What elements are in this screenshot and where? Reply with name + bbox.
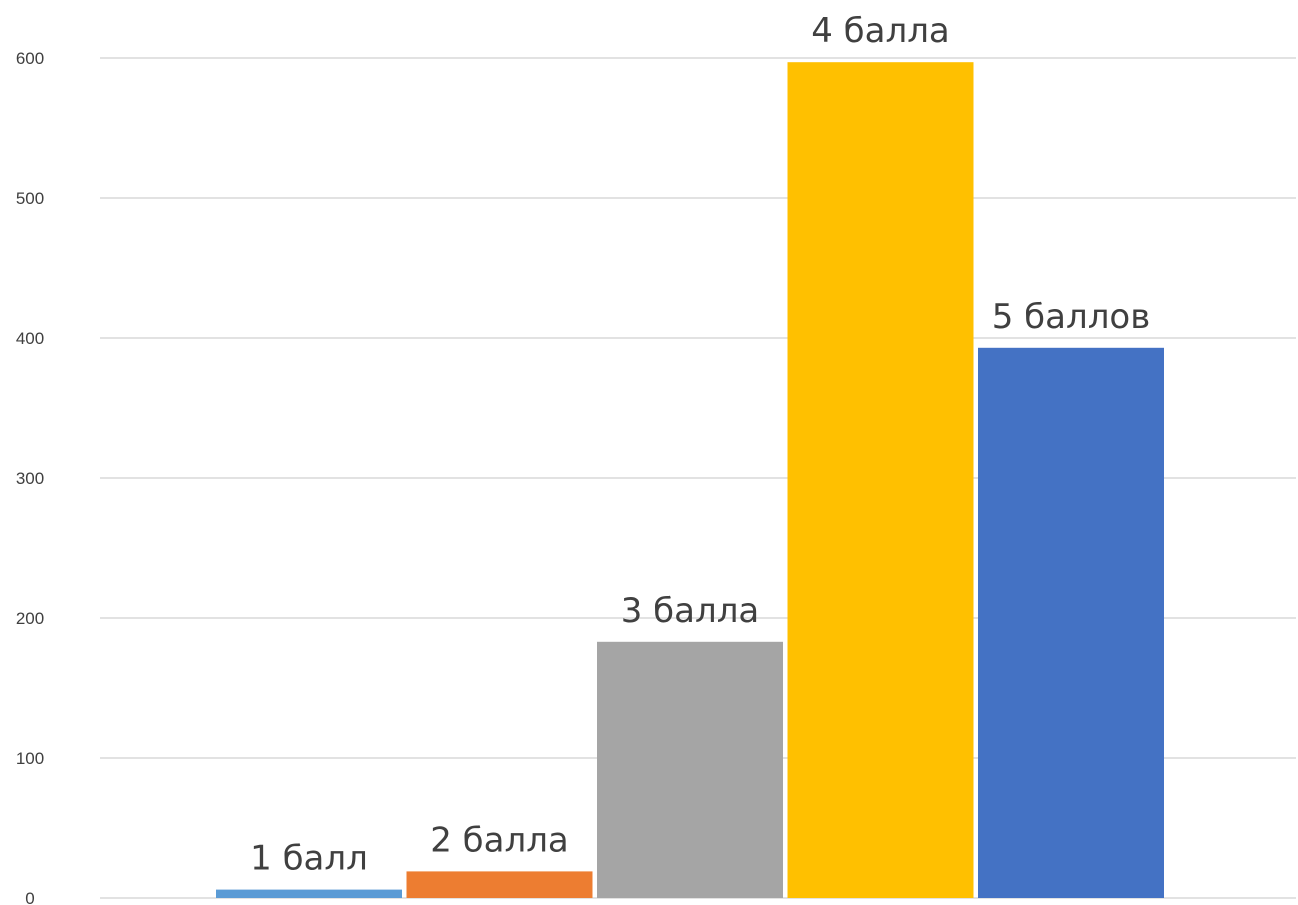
bar-1 [216,889,402,898]
bar-4 [787,62,974,898]
data-label-1: 1 балл [250,839,368,879]
y-tick-label: 100 [16,749,44,768]
data-labels: 1 балл 2 балла 3 балла 4 балла 5 баллов [250,11,1150,878]
data-label-3: 3 балла [621,591,760,631]
y-tick-label: 200 [16,609,44,628]
bars [216,62,1164,898]
bar-5 [978,347,1164,898]
gridlines [100,57,1296,899]
data-label-4: 4 балла [811,11,950,51]
bar-3 [597,641,783,898]
y-tick-label: 300 [16,469,44,488]
y-tick-label: 0 [25,889,34,905]
y-tick-label: 400 [16,329,44,348]
y-tick-label: 600 [16,49,44,68]
bar-2 [406,871,593,898]
data-label-2: 2 балла [430,820,569,860]
y-tick-label: 500 [16,189,44,208]
data-label-5: 5 баллов [992,297,1151,337]
y-axis-tick-labels: 0 100 200 300 400 500 600 [16,49,44,905]
